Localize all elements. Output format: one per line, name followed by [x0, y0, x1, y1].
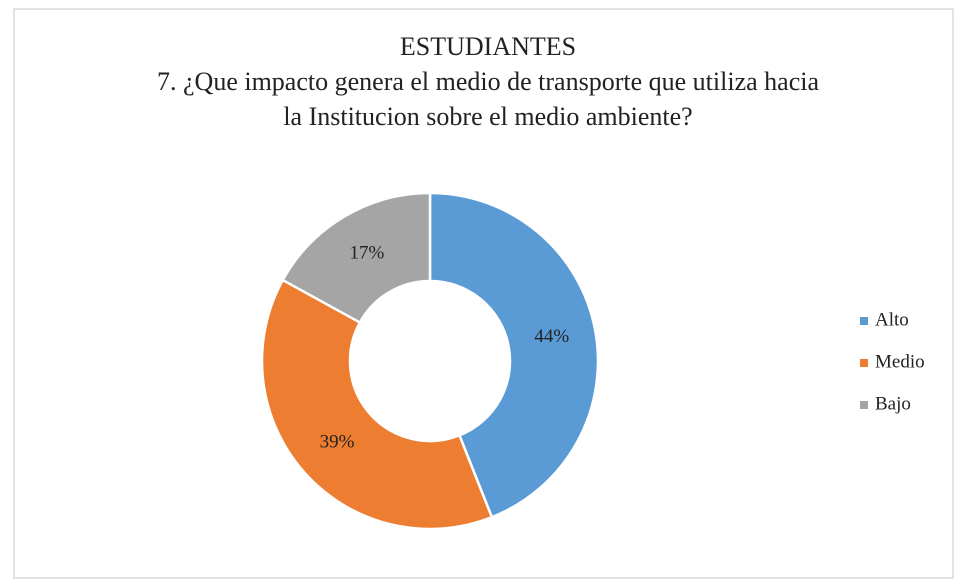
legend-swatch	[860, 359, 868, 367]
chart-subtitle: la Institucion sobre el medio ambiente?	[283, 102, 692, 131]
legend-swatch	[860, 401, 868, 409]
legend-label: Medio	[875, 351, 925, 372]
data-label: 17%	[349, 243, 384, 264]
data-label: 39%	[320, 431, 355, 452]
legend-swatch	[860, 317, 868, 325]
legend-label: Alto	[875, 309, 909, 330]
data-label: 44%	[534, 326, 569, 347]
chart-subtitle: 7. ¿Que impacto genera el medio de trans…	[157, 67, 819, 96]
donut-slice	[260, 278, 494, 531]
legend-label: Bajo	[875, 393, 911, 414]
chart-title: ESTUDIANTES	[400, 32, 576, 61]
donut-slice	[281, 191, 432, 325]
donut-slice	[428, 191, 600, 519]
